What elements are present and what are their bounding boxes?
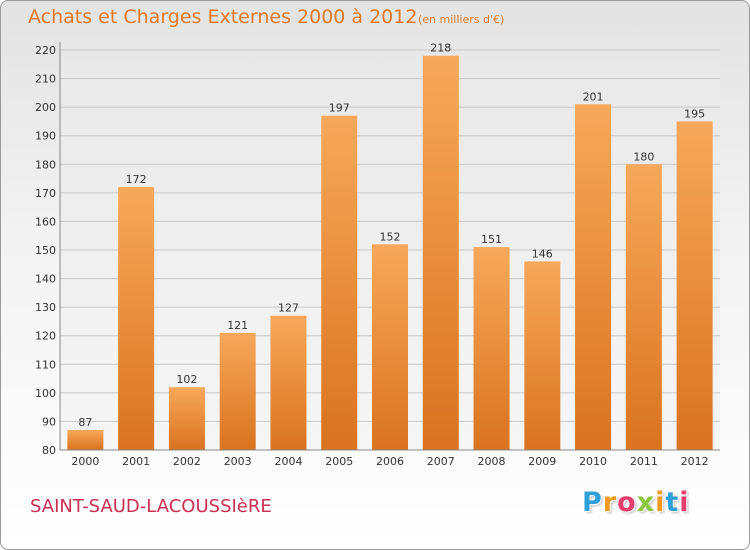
- y-tick-label: 130: [35, 301, 56, 314]
- chart-unit: (en milliers d'€): [418, 13, 505, 26]
- bar: [372, 244, 408, 450]
- x-tick-label: 2009: [528, 455, 556, 468]
- bar: [625, 164, 662, 451]
- x-tick-label: 2001: [122, 455, 150, 468]
- y-tick-label: 80: [42, 444, 56, 457]
- data-label: 201: [583, 90, 604, 103]
- bar: [575, 104, 612, 451]
- x-tick-label: 2002: [173, 455, 201, 468]
- proxiti-logo: Proxiti: [582, 487, 690, 518]
- value-labels: 87 172 102 121 127 197 152 218 151 146 201 180 195: [78, 42, 705, 429]
- bar: [270, 315, 307, 450]
- y-tick-label: 140: [35, 273, 56, 286]
- data-label: 180: [633, 150, 654, 163]
- y-tick-label: 200: [35, 101, 56, 114]
- x-tick-label: 2012: [681, 455, 709, 468]
- y-tick-label: 150: [35, 244, 56, 257]
- x-tick-label: 2010: [579, 455, 607, 468]
- bar: [524, 261, 561, 450]
- data-label: 121: [227, 319, 248, 332]
- data-label: 218: [430, 42, 451, 55]
- data-label: 195: [684, 107, 705, 120]
- bar: [676, 121, 713, 450]
- bar: [168, 387, 205, 450]
- x-tick-label: 2008: [478, 455, 506, 468]
- bar: [473, 247, 510, 450]
- y-tick-label: 160: [35, 215, 56, 228]
- x-tick-label: 2006: [376, 455, 404, 468]
- y-tick-label: 180: [35, 158, 56, 171]
- y-tick-label: 190: [35, 130, 56, 143]
- y-tick-label: 210: [35, 73, 56, 86]
- y-tick-label: 100: [35, 387, 56, 400]
- data-label: 172: [126, 173, 147, 186]
- data-label: 151: [481, 233, 502, 246]
- commune-name: SAINT-SAUD-LACOUSSIèRE: [30, 496, 272, 517]
- bar: [219, 332, 256, 450]
- x-axis: 2000 2001 2002 2003 2004 2005 2006 2007 2008 2009…: [60, 449, 720, 468]
- x-tick-label: 2007: [427, 455, 455, 468]
- data-label: 127: [278, 302, 299, 315]
- logo-letter: i: [655, 487, 666, 518]
- logo-letter: t: [665, 487, 680, 518]
- y-tick-label: 220: [35, 44, 56, 57]
- logo-letter: r: [602, 487, 618, 518]
- x-tick-label: 2003: [224, 455, 252, 468]
- x-tick-label: 2005: [325, 455, 353, 468]
- y-tick-label: 90: [42, 415, 56, 428]
- x-tick-label: 2000: [71, 455, 99, 468]
- bar: [422, 55, 459, 450]
- chart-title: Achats et Charges Externes 2000 à 2012: [28, 6, 418, 28]
- bars: [67, 55, 713, 451]
- logo-letter: x: [636, 487, 656, 518]
- x-tick-label: 2004: [274, 455, 302, 468]
- logo-letter: P: [582, 487, 603, 518]
- logo-letter: o: [617, 487, 637, 518]
- logo-letter: i: [679, 487, 690, 518]
- data-label: 197: [329, 102, 350, 115]
- y-tick-label: 120: [35, 330, 56, 343]
- data-label: 146: [532, 247, 553, 260]
- y-axis: 80 90 100 110 120 130 140 150 160 170 180 190 200 210…: [35, 42, 61, 457]
- data-label: 152: [380, 230, 401, 243]
- bar: [118, 187, 155, 450]
- data-label: 102: [176, 373, 197, 386]
- y-tick-label: 110: [35, 358, 56, 371]
- data-label: 87: [78, 416, 92, 429]
- bar: [67, 430, 104, 450]
- bar: [321, 115, 358, 450]
- y-tick-label: 170: [35, 187, 56, 200]
- x-tick-label: 2011: [630, 455, 658, 468]
